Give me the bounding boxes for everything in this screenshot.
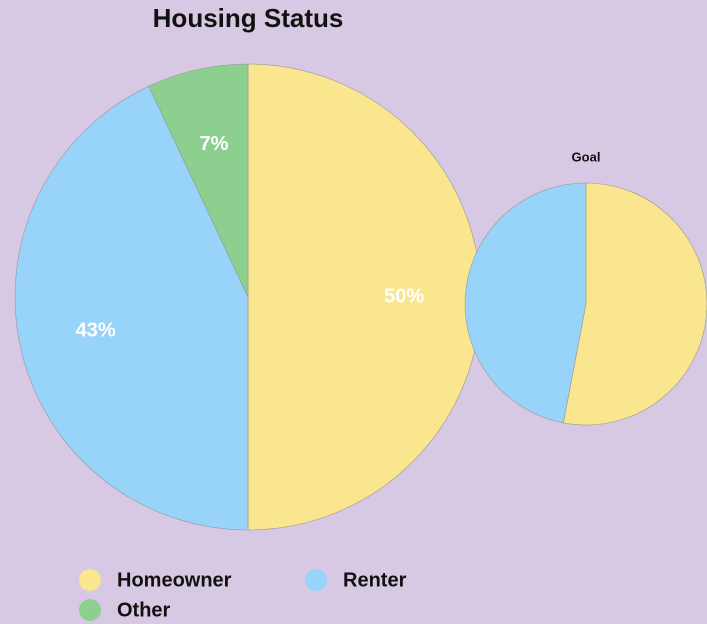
data-label: 7% (199, 133, 228, 155)
legend-label: Renter (343, 569, 407, 591)
legend-swatch (79, 599, 101, 621)
pie-slice (148, 63, 249, 298)
data-label: 50% (384, 285, 424, 307)
legend-swatch (305, 569, 327, 591)
legend-swatch (79, 569, 101, 591)
pie-slice (14, 85, 249, 531)
pie-slice (464, 182, 587, 424)
chart-title: Goal (572, 149, 601, 164)
chart-title: Housing Status (153, 3, 344, 33)
data-label: 43% (76, 319, 116, 341)
pie-slice (562, 182, 707, 426)
legend-label: Homeowner (117, 569, 232, 591)
legend-label: Other (117, 599, 171, 621)
